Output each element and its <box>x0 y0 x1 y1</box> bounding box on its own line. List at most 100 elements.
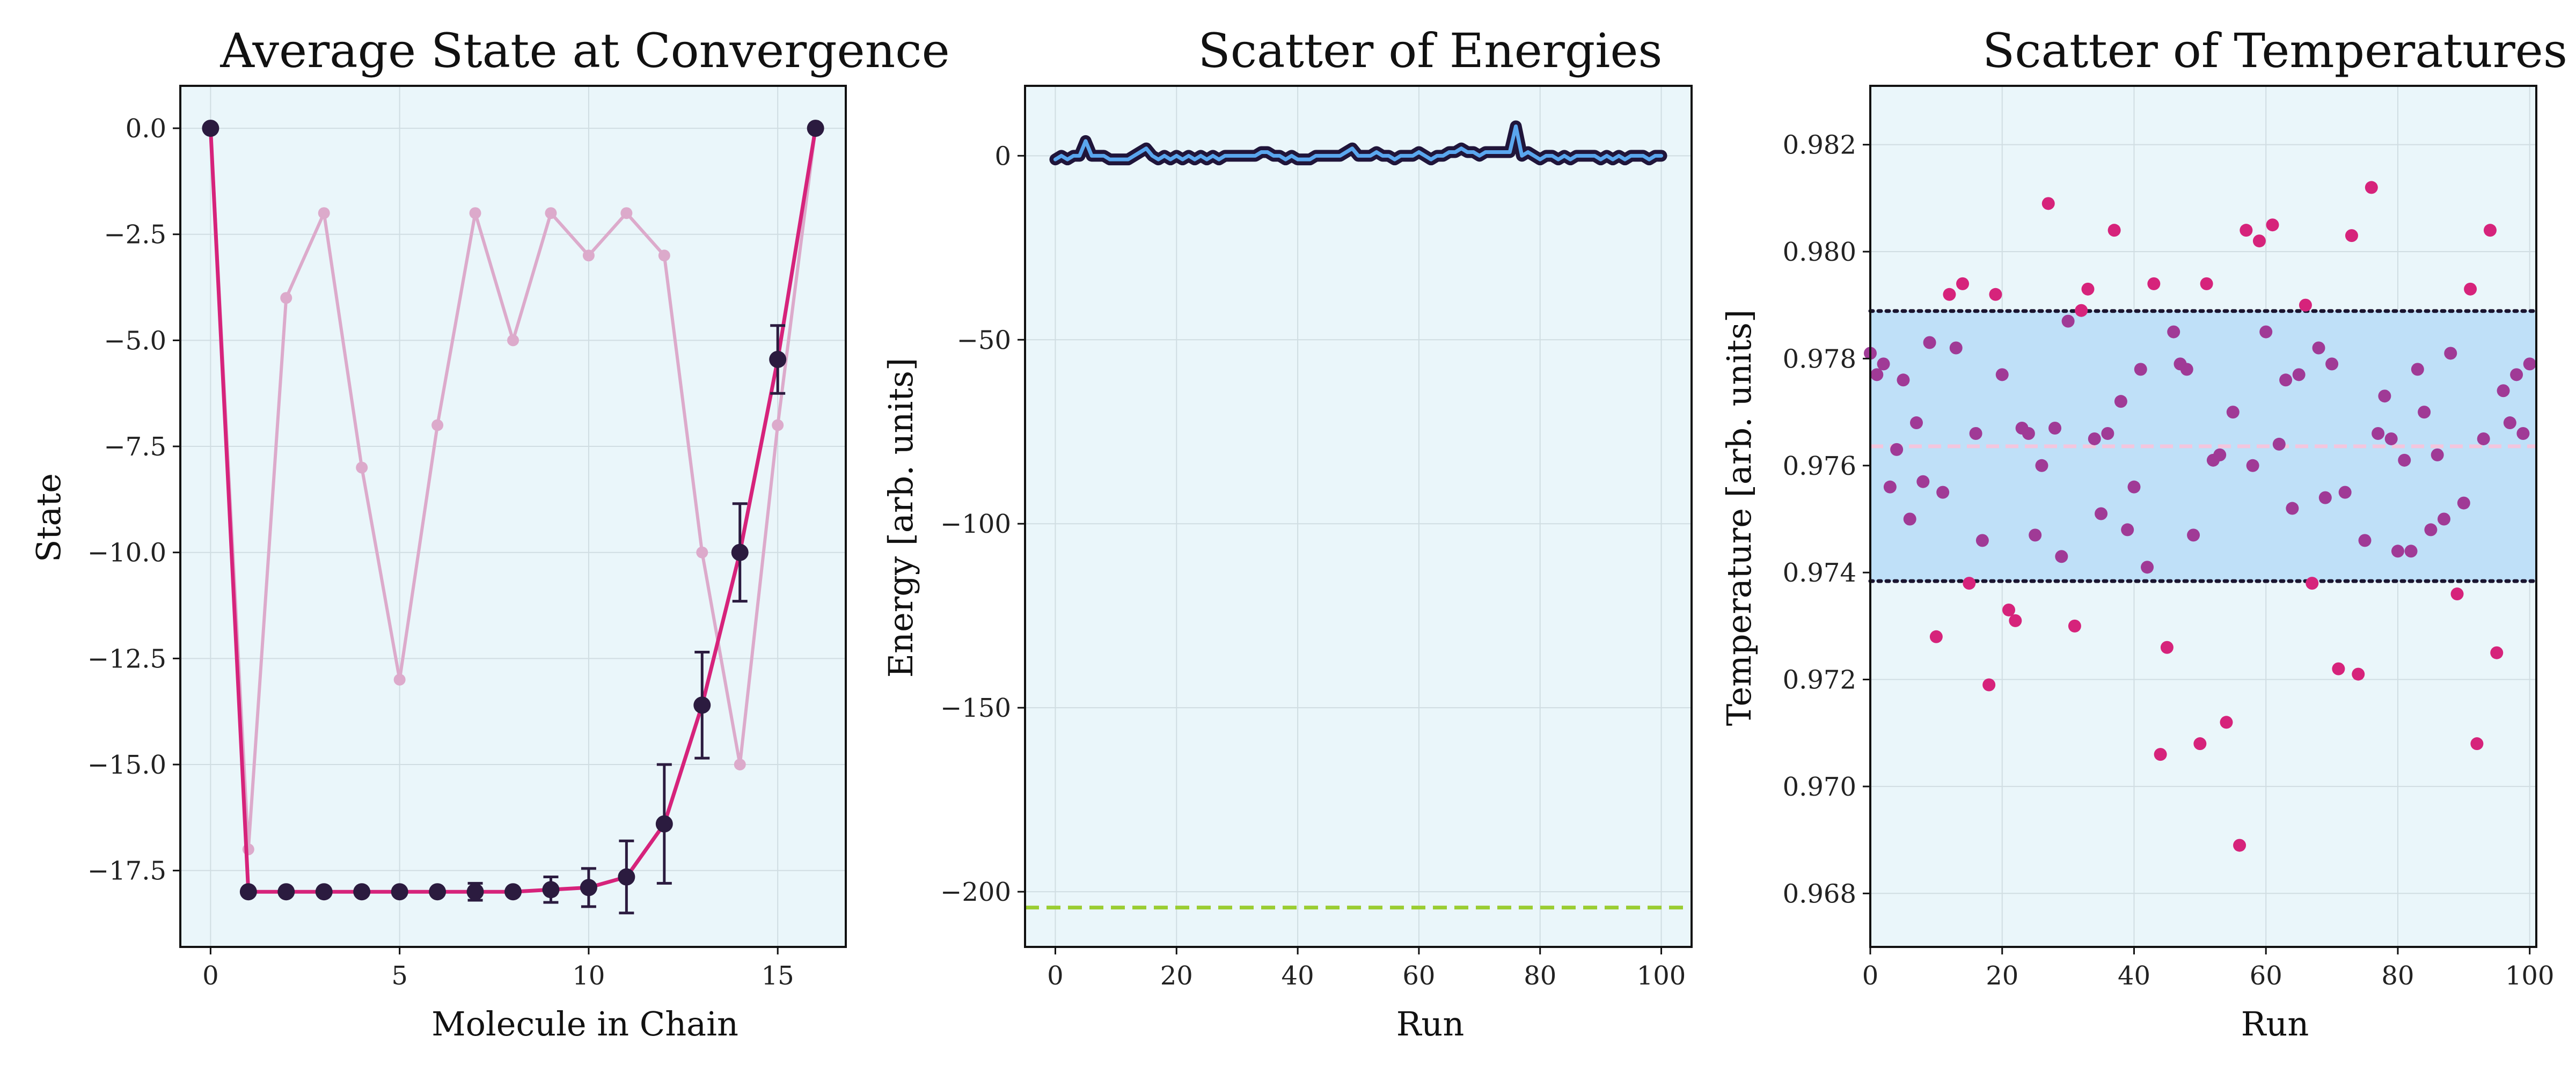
temperature-point <box>1910 416 1923 430</box>
temperature-point <box>2259 325 2273 339</box>
temperature-point <box>2450 587 2464 601</box>
temperature-chart-ytick-label: 0.974 <box>1783 558 1856 588</box>
temperature-point <box>2141 561 2154 574</box>
faint-series-point <box>658 249 670 262</box>
faint-series-point <box>620 207 633 219</box>
temperature-point <box>2246 459 2259 472</box>
temperature-point <box>2437 512 2450 526</box>
mean-series-point <box>655 815 673 833</box>
temperature-point <box>2134 363 2147 376</box>
faint-series-point <box>507 334 519 347</box>
state-chart-content <box>202 120 824 915</box>
state-chart-ytick-label: −2.5 <box>104 220 166 250</box>
temperature-point <box>2424 523 2438 536</box>
energy-chart-ylabel: Energy [arb. units] <box>881 358 920 678</box>
mean-series-point <box>353 883 371 901</box>
temperature-point <box>2318 491 2332 504</box>
temperature-point <box>2075 304 2088 317</box>
temperature-point <box>2193 737 2207 751</box>
faint-series-point <box>393 673 406 686</box>
temperature-point <box>2048 422 2062 435</box>
temperature-chart-ytick-label: 0.980 <box>1783 237 1856 267</box>
faint-series-point <box>772 419 784 431</box>
temperature-chart-xtick-label: 100 <box>2505 961 2555 991</box>
temperature-point <box>2220 716 2233 729</box>
temperature-point <box>2022 427 2035 440</box>
temperature-point <box>2365 181 2378 194</box>
state-chart-xlabel: Molecule in Chain <box>431 1004 738 1043</box>
faint-series-point <box>356 461 368 474</box>
mean-series-point <box>429 883 447 901</box>
temperature-point <box>1943 288 1956 301</box>
temperature-point <box>1929 630 1943 643</box>
temperature-point <box>2378 389 2391 403</box>
temperature-chart-frame <box>1869 85 2537 948</box>
temperature-point <box>1923 336 1936 349</box>
temperature-point <box>2299 298 2312 312</box>
energy-chart-ticks: 0 20 40 60 80 100 0 −50 −100 −150 −200 <box>940 141 1686 991</box>
mean-series-point <box>277 883 295 901</box>
temperature-point <box>2286 502 2299 515</box>
temperature-point <box>2068 619 2081 633</box>
temperature-chart-xtick-label: 60 <box>2250 961 2282 991</box>
temperature-point <box>1975 534 1989 547</box>
mean-series-point <box>731 543 749 561</box>
temperature-point <box>2470 737 2484 751</box>
temperature-point <box>2497 384 2510 398</box>
temperature-point <box>1916 475 1930 488</box>
energy-chart-ytick-label: −100 <box>940 509 1011 539</box>
energy-chart-xtick-label: 40 <box>1282 961 1314 991</box>
temperature-point <box>2345 229 2358 242</box>
energy-chart-xlabel: Run <box>1396 1004 1465 1043</box>
mean-series-point <box>618 868 635 886</box>
faint-series-point <box>280 292 292 304</box>
faint-series-point <box>431 419 444 431</box>
temperature-point <box>2240 224 2253 237</box>
energy-chart-content <box>1025 120 1692 910</box>
faint-series-point <box>469 207 481 219</box>
state-chart-ytick-label: −12.5 <box>87 644 166 674</box>
temperature-point <box>2312 341 2325 355</box>
temperature-point <box>2404 545 2418 558</box>
temperature-point <box>1995 368 2009 381</box>
temperature-chart-ytick-label: 0.972 <box>1783 665 1856 695</box>
energy-chart-frame <box>1024 85 1693 948</box>
state-chart-ytick-label: −5.0 <box>104 326 166 356</box>
temperature-point <box>2213 448 2227 461</box>
temperature-point <box>2490 646 2504 659</box>
temperature-point <box>2088 432 2101 445</box>
temperature-point <box>2002 603 2016 616</box>
faint-series-point <box>545 207 557 219</box>
state-chart-frame <box>179 85 847 948</box>
energy-chart-ytick-label: −50 <box>957 325 1011 355</box>
temperature-chart-xtick-label: 80 <box>2381 961 2414 991</box>
temperature-point <box>2338 486 2352 499</box>
mean-series-point <box>391 883 408 901</box>
temperature-point <box>1969 427 1982 440</box>
temperature-point <box>2457 496 2470 510</box>
temperature-point <box>2306 577 2319 590</box>
temperature-point <box>1956 277 1970 290</box>
temperature-point <box>2009 614 2022 627</box>
temperature-point <box>2095 507 2108 520</box>
temperature-point <box>2272 437 2286 451</box>
state-chart-ticks: 0 5 10 15 0.0 −2.5 −5.0 −7.5 −10.0 −12.5 −15.0 −17.… <box>87 114 794 991</box>
temperature-point <box>2292 368 2306 381</box>
temperature-chart-ytick-label: 0.968 <box>1783 879 1856 909</box>
temperature-chart-ylabel: Temperature [arb. units] <box>1719 310 1759 726</box>
mean-series-point <box>693 696 711 714</box>
energy-chart-xtick-label: 80 <box>1524 961 1556 991</box>
mean-series-point <box>580 879 597 896</box>
temperature-point <box>1897 373 1910 387</box>
energy-chart-xtick-label: 60 <box>1402 961 1435 991</box>
mean-series-point <box>504 883 522 901</box>
energy-chart-xtick-label: 0 <box>1047 961 1064 991</box>
mean-series-point <box>807 120 824 137</box>
energy-chart-ytick-label: −150 <box>940 693 1011 723</box>
temperature-point <box>2029 528 2042 542</box>
state-chart-grid <box>180 86 846 947</box>
mean-series-point <box>315 883 333 901</box>
mean-series-point <box>202 120 219 137</box>
temperature-chart-xlabel: Run <box>2241 1004 2309 1043</box>
